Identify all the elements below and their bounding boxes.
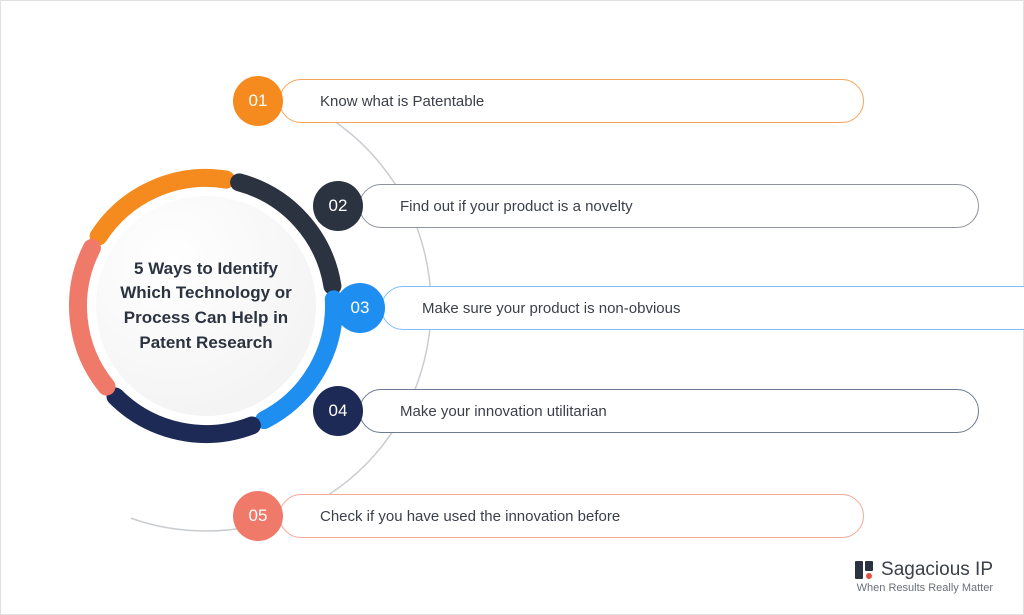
logo-tagline: When Results Really Matter xyxy=(853,582,993,594)
logo-mark-icon xyxy=(853,559,875,581)
item-bar: Make sure your product is non-obvious xyxy=(381,286,1024,330)
item-label: Check if you have used the innovation be… xyxy=(320,508,620,525)
list-item: 02 Find out if your product is a novelty xyxy=(313,181,979,231)
item-number-badge: 02 xyxy=(313,181,363,231)
item-label: Make sure your product is non-obvious xyxy=(422,300,680,317)
item-label: Know what is Patentable xyxy=(320,93,484,110)
item-bar: Find out if your product is a novelty xyxy=(359,184,979,228)
item-bar: Know what is Patentable xyxy=(279,79,864,123)
item-label: Find out if your product is a novelty xyxy=(400,198,633,215)
list-item: 03 Make sure your product is non-obvious xyxy=(335,283,1024,333)
logo-name: Sagacious IP xyxy=(881,559,993,581)
item-number-badge: 03 xyxy=(335,283,385,333)
brand-logo: Sagacious IP When Results Really Matter xyxy=(853,559,993,594)
item-bar: Make your innovation utilitarian xyxy=(359,389,979,433)
item-number-badge: 01 xyxy=(233,76,283,126)
list-item: 04 Make your innovation utilitarian xyxy=(313,386,979,436)
item-number-badge: 04 xyxy=(313,386,363,436)
item-number-badge: 05 xyxy=(233,491,283,541)
list-item: 05 Check if you have used the innovation … xyxy=(233,491,864,541)
item-bar: Check if you have used the innovation be… xyxy=(279,494,864,538)
list-item: 01 Know what is Patentable xyxy=(233,76,864,126)
item-label: Make your innovation utilitarian xyxy=(400,403,607,420)
